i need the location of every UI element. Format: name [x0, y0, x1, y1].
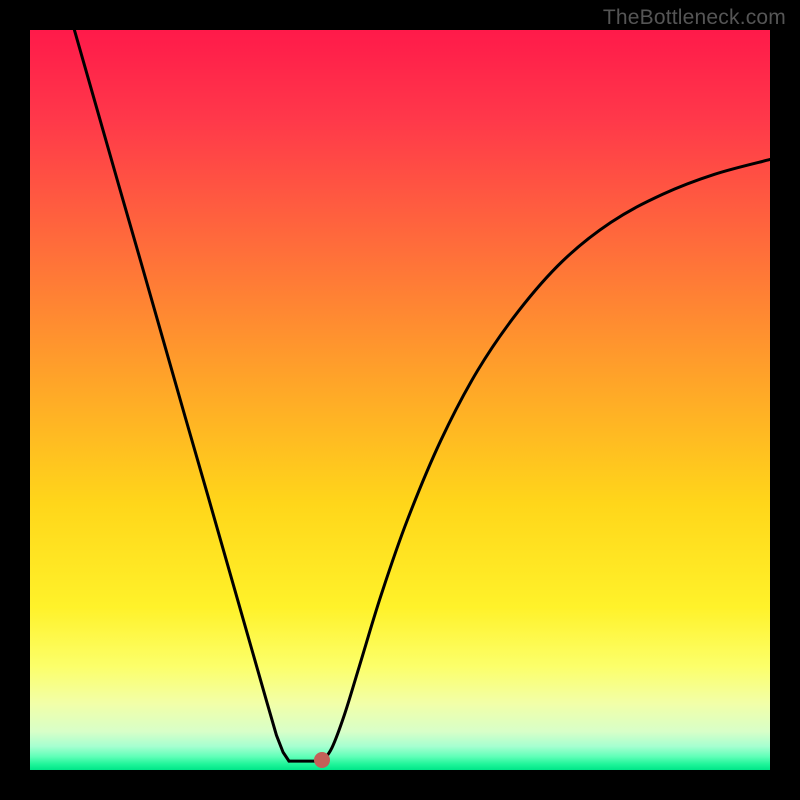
watermark-text: TheBottleneck.com: [603, 6, 786, 30]
bottleneck-curve: [30, 30, 770, 770]
stage: TheBottleneck.com: [0, 0, 800, 800]
optimum-marker: [314, 752, 330, 768]
plot-area: [30, 30, 770, 770]
